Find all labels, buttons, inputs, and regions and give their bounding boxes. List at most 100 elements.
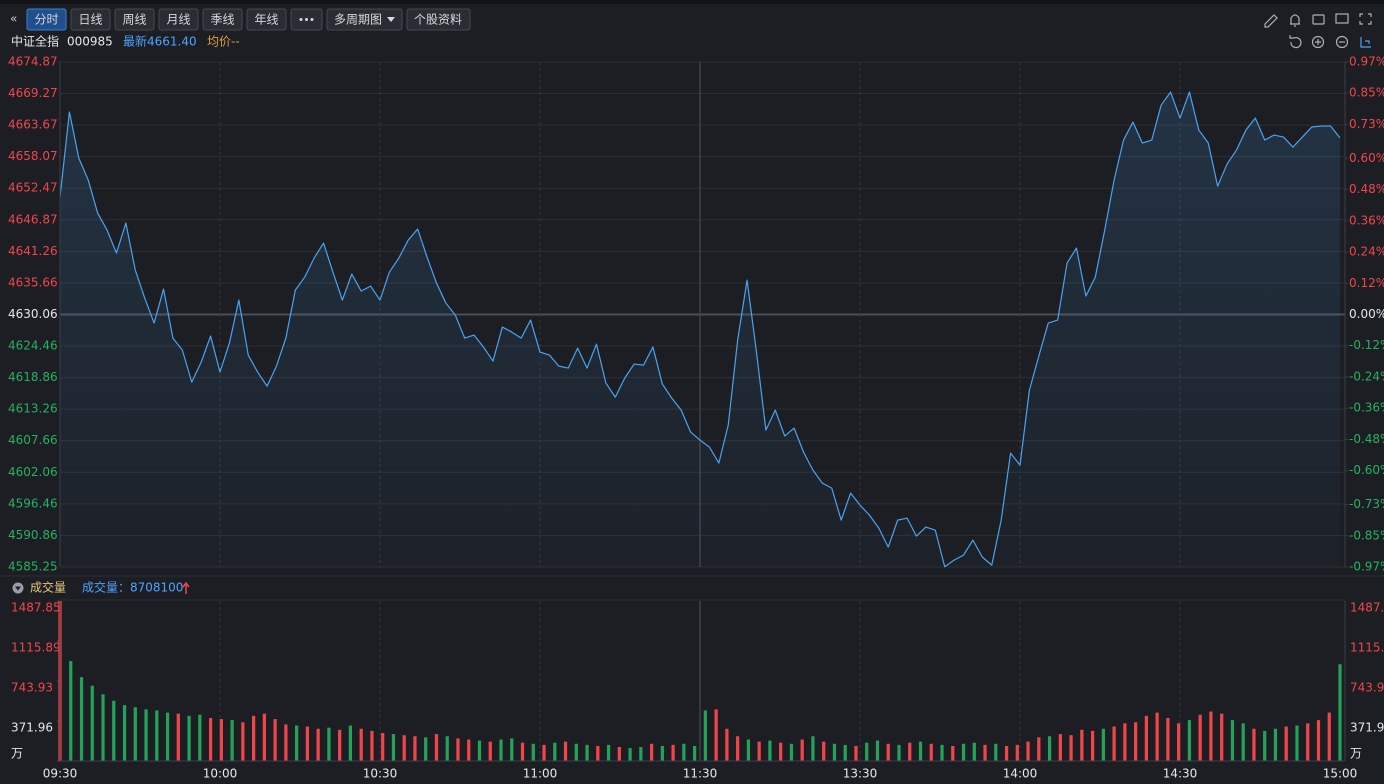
volume-bar (736, 736, 740, 761)
volume-bar (284, 724, 288, 761)
volume-bar (1241, 723, 1245, 761)
y-tick-label: 4607.66 (8, 433, 58, 447)
volume-bar (843, 744, 847, 761)
tab-label[interactable]: 月线 (166, 13, 190, 27)
tab-label[interactable]: 分时 (34, 13, 58, 27)
volume-bar (316, 728, 320, 761)
volume-bar (897, 744, 901, 761)
volume-bar (972, 742, 976, 761)
volume-bar (1026, 741, 1030, 761)
volume-bar (671, 744, 675, 761)
edit-icon[interactable] (1264, 14, 1278, 28)
volume-bar (563, 741, 568, 761)
volume-bar (510, 738, 514, 761)
volume-bar (252, 715, 256, 761)
volume-bar (854, 745, 858, 761)
tab-label[interactable]: 季线 (210, 13, 234, 27)
profile-bg[interactable] (406, 8, 471, 31)
volume-bar (800, 739, 804, 761)
y2-tick-label: 0.85% (1349, 86, 1384, 100)
volume-bar (327, 727, 331, 761)
volume-bar (370, 730, 374, 761)
tab-button[interactable] (26, 8, 67, 31)
settings-icon[interactable] (1360, 37, 1371, 48)
bell-icon[interactable] (1290, 14, 1300, 27)
volume-bar (477, 740, 482, 761)
multi-period-label[interactable]: 多周期图 (334, 13, 382, 27)
camera-icon[interactable] (1312, 14, 1325, 25)
dot (310, 18, 314, 21)
volume-label: 成交量 (30, 580, 66, 595)
y-tick-label: 4646.87 (8, 212, 58, 226)
y-tick-label: 4618.86 (8, 370, 58, 384)
volume-bar (682, 743, 686, 761)
tab-label[interactable]: 年线 (254, 13, 278, 27)
volume-bar (434, 734, 439, 761)
volume-bar (1123, 723, 1127, 761)
multi-period-bg[interactable] (326, 8, 403, 31)
zoom-in-icon[interactable] (1311, 35, 1325, 49)
volume-bar (1080, 729, 1084, 761)
volume-bar (305, 726, 310, 761)
volume-bar (1316, 720, 1321, 761)
undo-icon[interactable] (1289, 35, 1302, 49)
tab-button[interactable] (158, 8, 199, 31)
x-tick-label: 14:30 (1163, 767, 1198, 781)
tab-label[interactable]: 日线 (78, 13, 102, 27)
screen-icon[interactable] (1335, 13, 1349, 24)
volume-bar (176, 713, 180, 761)
tab-button[interactable] (202, 8, 243, 31)
volume-bar (381, 733, 385, 761)
y2-tick-label: 0.48% (1349, 182, 1384, 196)
x-tick-label: 10:30 (363, 767, 398, 781)
y2-tick-label: 0.24% (1349, 245, 1384, 259)
volume-bar (230, 720, 234, 761)
volume-bar (768, 740, 772, 761)
y-tick-label: 4613.26 (8, 402, 58, 416)
y-tick-label: 4630.06 (8, 307, 58, 321)
volume-bar (1198, 714, 1202, 761)
volume-bar (348, 725, 353, 761)
tool-icons (1264, 13, 1372, 49)
more-button[interactable] (290, 8, 323, 31)
volume-bar (467, 739, 471, 761)
profile-button[interactable]: 个股资料 (406, 8, 471, 31)
volume-total: 成交量：8708100 (82, 580, 183, 595)
zoom-out-icon[interactable] (1335, 35, 1349, 49)
volume-tick-label: 371.96 (11, 721, 53, 735)
multi-period-button[interactable]: 多周期图 (326, 8, 403, 31)
y2-tick-label: -0.48% (1349, 432, 1384, 446)
volume-bar (69, 660, 73, 761)
y-tick-label: 4663.67 (8, 118, 58, 132)
price-area (60, 92, 1340, 567)
volume-bar (1166, 717, 1170, 761)
volume-bar (617, 747, 621, 761)
volume-bar (585, 744, 589, 761)
volume-panel: 1487.85 1487.85 1115.89 1115.89 743.93 743.93… (0, 575, 1384, 781)
fullscreen-icon[interactable] (1359, 13, 1372, 25)
tab-button[interactable] (70, 8, 111, 31)
x-tick-label: 13:30 (843, 767, 878, 781)
volume-bar (832, 743, 837, 761)
tab-label[interactable]: 周线 (122, 13, 146, 27)
volume-bar (198, 714, 202, 761)
y2-tick-label: 0.00% (1349, 307, 1384, 321)
volume-bar (1134, 722, 1138, 761)
tab-button[interactable] (246, 8, 287, 31)
volume-bar (122, 705, 127, 761)
x-tick-label: 15:00 (1323, 767, 1358, 781)
volume-bar (1284, 726, 1288, 761)
collapse-icon[interactable]: « (10, 12, 17, 26)
profile-label[interactable]: 个股资料 (414, 13, 462, 27)
y2-tick-label: -0.24% (1349, 369, 1384, 383)
volume-bar (725, 728, 729, 761)
volume-bar (1263, 730, 1267, 761)
volume-bar (886, 743, 890, 761)
dot (305, 18, 308, 21)
tab-button[interactable] (114, 8, 155, 31)
y-tick-label: 4585.25 (8, 560, 58, 574)
volume-bar (456, 738, 460, 761)
volume-up-arrow (182, 581, 190, 594)
y2-tick-label: -0.85% (1349, 528, 1384, 542)
